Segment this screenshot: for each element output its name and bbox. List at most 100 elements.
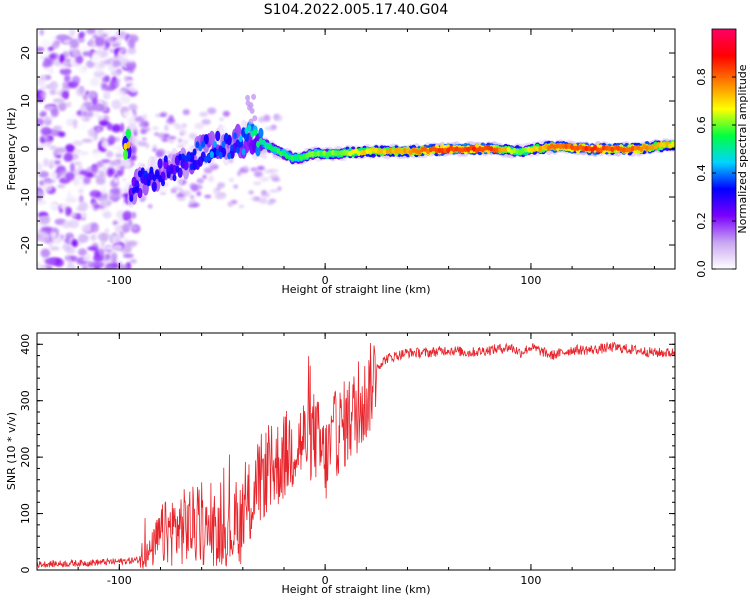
spectrogram-signal-blob (532, 145, 537, 152)
spectrogram-signal-blob (158, 175, 163, 183)
spectrogram-signal-blob (518, 149, 523, 156)
spectrogram-noise-blob (52, 98, 65, 104)
spectrogram-signal-blob (161, 179, 165, 187)
spectrogram-signal-blob (209, 151, 214, 159)
spectrogram-noise-blob (81, 138, 93, 143)
spectrogram-noise-blob (199, 111, 209, 117)
spectrogram-noise-blob (182, 190, 192, 197)
spectrogram-noise-blob (103, 59, 112, 65)
spectrogram-signal-blob (483, 144, 488, 151)
spectrogram-noise-blob (269, 189, 279, 193)
spectrogram-noise-blob (50, 81, 57, 89)
spectrogram-signal-blob (241, 148, 246, 156)
spectrogram-signal-blob (382, 149, 387, 155)
spectrogram-noise-blob (51, 41, 60, 49)
spectrogram-noise-blob (37, 118, 45, 126)
spectrogram-noise-blob (61, 220, 72, 229)
spectrogram-noise-blob (111, 42, 121, 48)
spectrogram-noise-blob (63, 153, 73, 162)
spectrogram-noise-blob (257, 165, 265, 171)
spectrogram-xlabel: Height of straight line (km) (281, 283, 430, 296)
spectrogram-noise-blob (202, 174, 207, 179)
spectrogram-signal-blob (195, 141, 200, 149)
spectrogram-noise-blob (111, 253, 117, 264)
spectrogram-noise-blob (182, 109, 190, 116)
spectrogram-noise-blob (91, 151, 103, 161)
spectrogram-noise-blob (95, 177, 106, 185)
spectrogram-noise-blob (103, 90, 111, 100)
spectrogram-noise-blob (37, 141, 41, 147)
spectrogram-noise-blob (91, 53, 101, 64)
spectrogram-signal-blob (146, 179, 151, 187)
spectrogram-noise-blob (176, 196, 186, 201)
spectrogram-noise-blob (44, 257, 57, 265)
snr-plot-area (37, 333, 675, 570)
spectrogram-noise-blob (141, 137, 147, 141)
spectrogram-noise-blob (101, 159, 111, 164)
spectrogram-noise-blob (72, 140, 84, 146)
spectrogram-xtick-label: 100 (520, 274, 541, 287)
spectrogram-noise-blob (159, 191, 167, 195)
spectrogram-signal-blob (656, 141, 661, 148)
spectrogram-signal-blob (235, 146, 240, 154)
snr-series-line (37, 341, 675, 569)
spectrogram-signal-blob (354, 148, 358, 154)
snr-xtick-label: 0 (322, 574, 329, 587)
spectrogram-noise-blob (96, 196, 109, 202)
spectrogram-noise-blob (77, 248, 88, 256)
spectrogram-noise-blob (194, 122, 205, 130)
spectrogram-noise-blob (229, 178, 234, 182)
spectrogram-noise-blob (259, 176, 270, 182)
spectrogram-noise-blob (176, 144, 186, 148)
spectrogram-noise-blob (39, 237, 51, 243)
spectrogram-noise-blob (112, 243, 123, 251)
spectrogram-noise-blob (89, 38, 94, 46)
spectrogram-noise-blob (115, 89, 125, 97)
spectrogram-noise-blob (100, 81, 108, 91)
spectrogram-signal-blob (122, 149, 129, 160)
spectrogram-noise-blob (63, 38, 72, 44)
spectrogram-noise-blob (187, 203, 198, 208)
spectrogram-signal-blob (342, 149, 347, 156)
spectrogram-signal-blob (639, 146, 644, 153)
spectrogram-noise-blob (122, 222, 130, 233)
spectrogram-signal-blob (243, 131, 250, 142)
spectrogram-noise-blob (129, 224, 138, 231)
spectrogram-signal-blob (245, 94, 251, 101)
spectrogram-signal-blob (581, 145, 586, 152)
spectrogram-noise-blob (69, 38, 80, 49)
spectrogram-noise-blob (49, 202, 59, 211)
spectrogram-signal-blob (665, 141, 670, 147)
spectrogram-noise-blob (82, 264, 88, 269)
spectrogram-noise-blob (65, 144, 75, 153)
spectrogram-signal-blob (356, 150, 361, 157)
spectrogram-noise-blob (38, 171, 50, 178)
spectrogram-signal-blob (524, 146, 528, 153)
spectrogram-noise-blob (177, 138, 182, 143)
spectrogram-signal-blob (163, 155, 168, 163)
spectrogram-signal-blob (564, 143, 569, 150)
spectrogram-noise-blob (207, 107, 217, 115)
spectrogram-noise-blob (250, 196, 259, 201)
spectrogram-signal-blob (178, 153, 183, 161)
spectrogram-signal-blob (279, 151, 284, 157)
spectrogram-noise-blob (127, 219, 133, 228)
snr-xlabel: Height of straight line (km) (281, 583, 430, 596)
spectrogram-signal-blob (403, 147, 407, 154)
spectrogram-noise-blob (158, 132, 166, 139)
spectrogram-noise-blob (83, 101, 94, 107)
colorbar-tick-label: 0.4 (695, 164, 708, 182)
spectrogram-noise-blob (58, 101, 67, 112)
spectrogram-signal-blob (604, 145, 609, 151)
spectrogram-noise-blob (68, 219, 80, 229)
spectrogram-noise-blob (120, 122, 125, 133)
spectrogram-noise-blob (43, 178, 56, 184)
spectrogram-noise-blob (77, 174, 85, 180)
spectrogram-signal-blob (310, 151, 315, 157)
spectrogram-noise-blob (89, 190, 102, 198)
snr-ylabel: SNR (10 * v/v) (5, 412, 18, 490)
spectrogram-signal-blob (129, 194, 134, 202)
spectrogram-signal-blob (189, 163, 194, 171)
